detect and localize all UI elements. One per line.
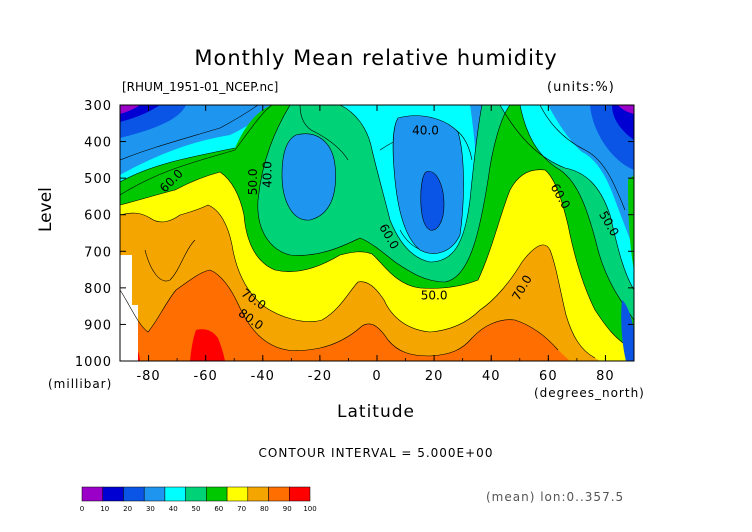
x-axis: -80 -60 -40 -20 0 20 40 60 80: [119, 105, 635, 384]
colorbar-swatch: [81, 486, 103, 502]
colorbar-swatch: [289, 486, 311, 502]
colorbar-swatch: [185, 486, 207, 502]
colorbar-label: 40: [169, 505, 178, 513]
y-tick-label: 900: [84, 318, 112, 333]
colorbar-swatch: [102, 486, 124, 502]
colorbar: 0 10 20 30 40 50 60 70 80 90 100: [80, 486, 317, 513]
colorbar-swatch: [143, 486, 166, 502]
y-axis-label: Level: [36, 187, 56, 232]
colorbar-swatch: [226, 486, 249, 502]
footnote: (mean) lon:0..357.5: [486, 490, 625, 504]
colorbar-swatch: [164, 486, 186, 502]
band-10-right: [612, 105, 634, 140]
contour-label: 40.0: [260, 161, 274, 188]
colorbar-label: 70: [237, 505, 246, 513]
colorbar-label: 60: [214, 505, 223, 513]
colorbar-label: 80: [260, 505, 269, 513]
y-tick-label: 500: [84, 172, 112, 187]
band-0-right: [618, 105, 634, 114]
band-0: [120, 105, 140, 114]
x-tick-label: -20: [308, 369, 332, 384]
low-30-left: [281, 133, 336, 221]
right-edge-lows: [621, 300, 634, 361]
colorbar-label: 10: [100, 505, 109, 513]
x-tick-label: 40: [482, 369, 501, 384]
x-axis-label: Latitude: [337, 402, 415, 422]
x-tick-label: -60: [194, 369, 218, 384]
missing-data: [120, 255, 132, 361]
y-axis-units: (millibar): [48, 377, 113, 391]
contour-label: 40.0: [412, 123, 439, 137]
contour-interval: CONTOUR INTERVAL = 5.000E+00: [258, 446, 494, 460]
colorbar-label: 0: [80, 505, 84, 513]
y-axis: 300 400 500 600 700 800 900 1000: [75, 99, 634, 370]
y-tick-label: 600: [84, 209, 112, 224]
colorbar-swatch: [247, 486, 269, 502]
x-tick-label: 80: [596, 369, 615, 384]
colorbar-swatch: [268, 486, 290, 502]
x-tick-label: -40: [251, 369, 275, 384]
colorbar-swatch: [206, 486, 228, 502]
contour-plot: 40.050.0 40.060.060.050.070.080.070.060.0…: [120, 105, 634, 361]
file-label: [RHUM_1951-01_NCEP.nc]: [122, 80, 279, 94]
colorbar-label: 100: [303, 505, 316, 513]
contour-label: 50.0: [421, 289, 448, 303]
contour-label: 50.0: [246, 168, 260, 195]
band-90: [120, 270, 570, 361]
x-tick-label: -80: [136, 369, 160, 384]
x-axis-units: (degrees_north): [534, 386, 645, 400]
low-20-center: [420, 171, 445, 231]
units-label: (units:%): [547, 80, 615, 95]
colorbar-label: 90: [283, 505, 292, 513]
y-tick-label: 300: [84, 99, 112, 114]
right-edge-green: [628, 175, 634, 270]
y-tick-label: 800: [84, 282, 112, 297]
x-tick-label: 0: [372, 369, 381, 384]
y-tick-label: 1000: [75, 355, 112, 370]
x-tick-label: 60: [539, 369, 558, 384]
colorbar-swatch: [123, 486, 145, 502]
colorbar-label: 20: [123, 505, 132, 513]
x-tick-label: 20: [425, 369, 444, 384]
y-tick-label: 700: [84, 245, 112, 260]
chart-title: Monthly Mean relative humidity: [194, 46, 558, 70]
y-tick-label: 400: [84, 136, 112, 151]
band-100: [190, 329, 225, 361]
colorbar-label: 50: [192, 505, 201, 513]
colorbar-label: 30: [146, 505, 155, 513]
